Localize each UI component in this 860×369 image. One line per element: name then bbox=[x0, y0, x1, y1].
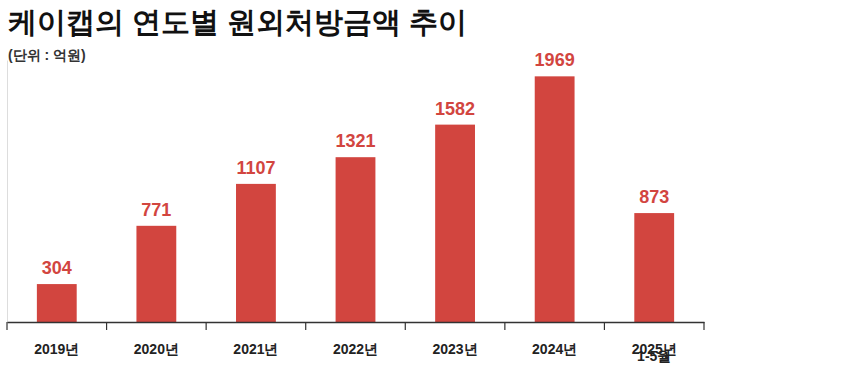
data-label: 771 bbox=[141, 200, 171, 220]
x-axis: 2019년 2020년 2021년 2022년 2023년 2024년 2025년1-5월 bbox=[7, 322, 705, 364]
x-separator bbox=[703, 322, 704, 330]
x-tick-label: 2019년 bbox=[34, 341, 79, 357]
data-label: 304 bbox=[42, 258, 72, 278]
x-tick: 2025년1-5월 bbox=[632, 322, 677, 364]
x-tick-label-line: 2022년 bbox=[333, 341, 378, 357]
data-label: 873 bbox=[639, 187, 669, 207]
x-tick-label-line: 2024년 bbox=[532, 341, 577, 357]
x-separator bbox=[305, 322, 306, 330]
bar bbox=[435, 125, 475, 322]
bar bbox=[634, 213, 674, 322]
chart-svg: 케이캡의 연도별 원외처방금액 추이 (단위 : 억원) 2019년 2020년 202… bbox=[0, 0, 860, 369]
x-tick: 2024년 bbox=[532, 322, 577, 357]
bar bbox=[535, 76, 575, 322]
x-separator bbox=[106, 322, 107, 330]
x-tick-label: 2020년 bbox=[134, 341, 179, 357]
y-axis bbox=[7, 61, 8, 323]
data-label: 1582 bbox=[435, 99, 475, 119]
x-tick-label-line: 2020년 bbox=[134, 341, 179, 357]
x-tick: 2022년 bbox=[333, 322, 378, 357]
chart-container: 케이캡의 연도별 원외처방금액 추이 (단위 : 억원) 2019년 2020년 202… bbox=[0, 0, 860, 369]
x-axis-line bbox=[8, 322, 705, 324]
x-separator bbox=[206, 322, 207, 330]
x-tick-label-line: 2021년 bbox=[233, 341, 278, 357]
x-tick-label: 2025년1-5월 bbox=[632, 341, 677, 364]
data-labels: 304 771 1107 1321 1582 1969 873 bbox=[42, 50, 669, 278]
bar bbox=[336, 157, 376, 322]
x-tick: 2020년 bbox=[134, 322, 179, 357]
data-label: 1321 bbox=[335, 131, 375, 151]
x-tick-label: 2022년 bbox=[333, 341, 378, 357]
y-axis-line bbox=[7, 61, 8, 323]
bar bbox=[37, 284, 77, 322]
x-tick-label-line: 2023년 bbox=[432, 341, 477, 357]
x-tick: 2019년 bbox=[34, 322, 79, 357]
data-label: 1107 bbox=[236, 158, 275, 178]
x-tick-label: 2021년 bbox=[233, 341, 278, 357]
plot: 2019년 2020년 2021년 2022년 2023년 2024년 2025년1-5월 3… bbox=[7, 50, 705, 364]
x-separator bbox=[6, 322, 7, 330]
x-separator bbox=[504, 322, 505, 330]
title: 케이캡의 연도별 원외처방금액 추이 bbox=[8, 6, 467, 38]
x-separator bbox=[405, 322, 406, 330]
x-tick-label-line: 2019년 bbox=[34, 341, 79, 357]
bars bbox=[37, 76, 674, 322]
x-tick: 2021년 bbox=[233, 322, 278, 357]
data-label: 1969 bbox=[535, 50, 575, 70]
subtitle: (단위 : 억원) bbox=[8, 47, 86, 63]
x-tick-label-line: 1-5월 bbox=[637, 348, 671, 364]
x-tick-label: 2024년 bbox=[532, 341, 577, 357]
x-tick-label: 2023년 bbox=[432, 341, 477, 357]
bar bbox=[136, 226, 176, 322]
bar bbox=[236, 184, 276, 322]
x-tick: 2023년 bbox=[432, 322, 477, 357]
x-separator bbox=[604, 322, 605, 330]
